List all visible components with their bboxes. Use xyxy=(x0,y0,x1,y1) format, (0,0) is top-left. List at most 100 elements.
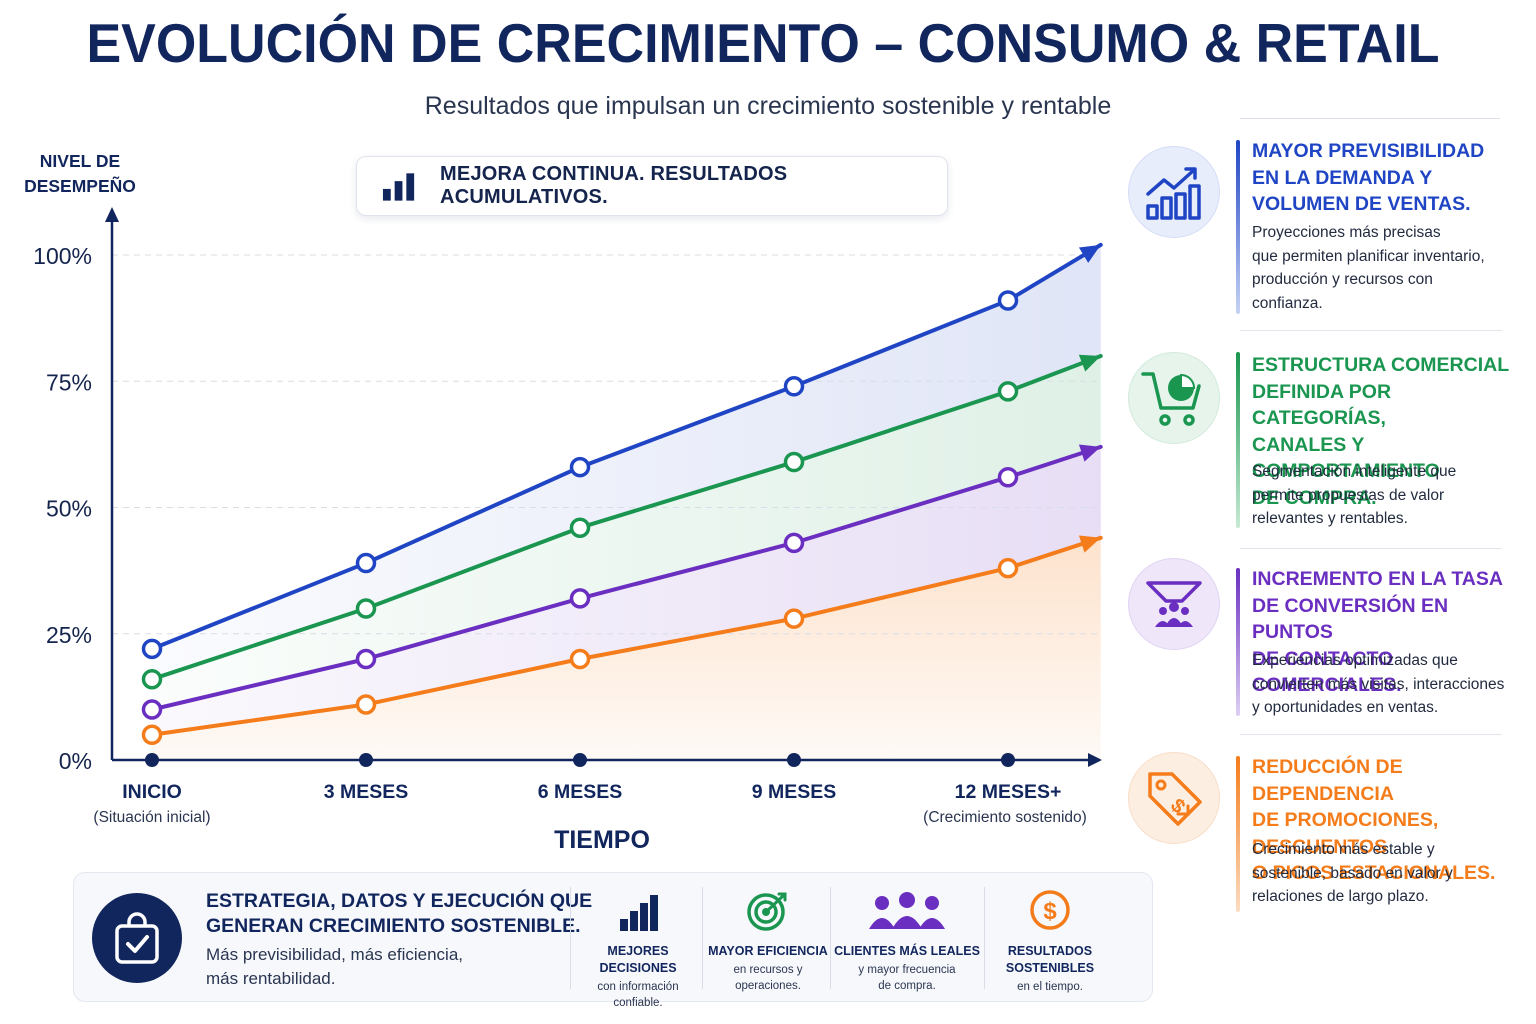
series-arrow-2 xyxy=(1078,444,1101,462)
data-point xyxy=(355,694,377,715)
divider xyxy=(1240,734,1502,735)
series-fill-0 xyxy=(152,244,1101,680)
data-point xyxy=(997,557,1019,579)
funnel-people-icon xyxy=(1146,581,1202,627)
divider xyxy=(702,887,703,989)
divider xyxy=(1240,118,1500,119)
data-point xyxy=(997,290,1019,311)
x-tick-label: 9 MESES xyxy=(752,781,837,803)
benefit-description: Experiencias optimizadas que convierten … xyxy=(1252,652,1505,716)
benefit-accent-bar xyxy=(1236,140,1240,314)
divider xyxy=(984,887,985,989)
benefits-panel: MAYOR PREVISIBILIDAD EN LA DEMANDA Y VOL… xyxy=(1120,118,1530,928)
divider xyxy=(1240,330,1502,331)
feature-description: y mayor frecuencia de compra. xyxy=(858,964,956,992)
data-point xyxy=(783,532,805,554)
series-line-0 xyxy=(150,242,1103,651)
benefit-heading: INCREMENTO EN LA TASA DE CONVERSIÓN EN P… xyxy=(1252,568,1503,696)
feature-title: CLIENTES MÁS LEALES xyxy=(834,944,980,958)
y-tick-label: 0% xyxy=(59,748,92,774)
target-icon xyxy=(747,892,787,931)
feature-mejores-decisiones: MEJORES DECISIONES con información confi… xyxy=(574,887,702,1009)
summary-heading: ESTRATEGIA, DATOS Y EJECUCIÓN QUE GENERA… xyxy=(206,890,592,937)
data-point xyxy=(569,517,591,538)
benefit-heading: ESTRUCTURA COMERCIAL DEFINIDA POR CATEGO… xyxy=(1252,354,1510,509)
data-point xyxy=(141,699,163,720)
summary-description: Más previsibilidad, más eficiencia, más … xyxy=(206,945,463,988)
summary-banner: ESTRATEGIA, DATOS Y EJECUCIÓN QUE GENERA… xyxy=(73,872,1153,1009)
x-tick-label: 3 MESES xyxy=(324,781,409,803)
x-axis-arrow xyxy=(1088,753,1102,767)
cart-pie-icon xyxy=(1141,372,1201,426)
benefit-accent-bar xyxy=(1236,568,1240,716)
data-point xyxy=(355,552,377,574)
benefit-description: Segmentación inteligente que permite pro… xyxy=(1252,463,1457,527)
feature-title: MAYOR EFICIENCIA xyxy=(708,944,828,958)
benefit-circle: $ xyxy=(1128,752,1220,844)
data-point xyxy=(569,648,591,670)
y-axis-arrow xyxy=(105,207,119,222)
data-point xyxy=(783,376,805,397)
x-tick-sublabel: (Situación inicial) xyxy=(93,809,210,826)
benefit-circle xyxy=(1128,558,1220,650)
shopping-bag-check-icon xyxy=(92,893,182,983)
x-tick-label: INICIO xyxy=(122,781,182,803)
feature-description: en recursos y operaciones. xyxy=(733,964,803,992)
bar-chart-icon xyxy=(620,895,658,931)
data-point xyxy=(141,638,163,660)
feature-description: con información confiable. xyxy=(597,981,679,1009)
series-line-3 xyxy=(150,535,1103,737)
x-tick-dot xyxy=(787,753,801,767)
data-point xyxy=(997,466,1019,488)
feature-title: RESULTADOS SOSTENIBLES xyxy=(1005,944,1095,975)
x-tick-dot xyxy=(573,753,587,767)
feature-clientes-leales: CLIENTES MÁS LEALES y mayor frecuencia d… xyxy=(834,887,980,997)
data-point xyxy=(141,724,163,745)
benefit-description: Proyecciones más precisas que permiten p… xyxy=(1252,224,1485,312)
bar-chart-icon xyxy=(382,173,415,201)
series-arrow-0 xyxy=(1078,244,1101,263)
divider xyxy=(830,887,831,989)
continuous-improvement-badge: MEJORA CONTINUA. RESULTADOS ACUMULATIVOS… xyxy=(356,156,948,216)
divider xyxy=(570,887,571,989)
people-icon xyxy=(869,892,945,929)
x-tick-dot xyxy=(359,753,373,767)
chart-growth-icon xyxy=(1146,167,1201,220)
x-axis-label: TIEMPO xyxy=(554,826,650,854)
series-arrow-3 xyxy=(1078,535,1101,553)
series-fill-2 xyxy=(152,446,1101,735)
data-point xyxy=(783,608,805,629)
y-tick-label: 25% xyxy=(46,622,92,648)
x-tick-dot xyxy=(145,753,159,767)
feature-title: MEJORES DECISIONES xyxy=(599,944,677,975)
series-line-1 xyxy=(150,354,1103,682)
benefit-description: Crecimiento más estable y sostenible, ba… xyxy=(1252,841,1453,905)
data-point xyxy=(569,456,591,478)
page-title: EVOLUCIÓN DE CRECIMIENTO – CONSUMO & RET… xyxy=(86,13,1440,75)
benefit-accent-bar xyxy=(1236,352,1240,528)
y-axis-label: NIVEL DE xyxy=(40,151,120,171)
divider xyxy=(1240,548,1502,549)
y-axis-label: DESEMPEÑO xyxy=(24,175,136,196)
series-fill-1 xyxy=(152,356,1101,710)
data-point xyxy=(569,588,591,609)
benefit-circle xyxy=(1128,352,1220,444)
series-arrow-1 xyxy=(1078,354,1101,372)
x-tick-dot xyxy=(1001,753,1015,767)
y-tick-label: 75% xyxy=(46,369,92,395)
badge-text: MEJORA CONTINUA. RESULTADOS ACUMULATIVOS… xyxy=(440,163,788,208)
feature-mayor-eficiencia: MAYOR EFICIENCIA en recursos y operacion… xyxy=(706,887,830,997)
series-fill-3 xyxy=(152,537,1101,760)
growth-line-chart: 0% 25% 50% 75% 100% NIVEL DE DESEMPEÑO INICIO (S… xyxy=(24,151,1103,854)
dollar-icon: $ xyxy=(1030,890,1070,930)
x-tick-sublabel: (Crecimiento sostenido) xyxy=(923,809,1087,826)
price-tag-icon: $ xyxy=(1148,772,1202,826)
y-tick-label: 50% xyxy=(46,496,92,522)
feature-description: en el tiempo. xyxy=(1017,981,1083,993)
series-line-2 xyxy=(150,444,1103,712)
data-point xyxy=(355,598,377,619)
benefit-heading: MAYOR PREVISIBILIDAD EN LA DEMANDA Y VOL… xyxy=(1252,140,1485,215)
y-tick-label: 100% xyxy=(33,243,92,269)
benefit-heading: REDUCCIÓN DE DEPENDENCIA DE PROMOCIONES,… xyxy=(1252,756,1496,884)
data-point xyxy=(355,648,377,670)
